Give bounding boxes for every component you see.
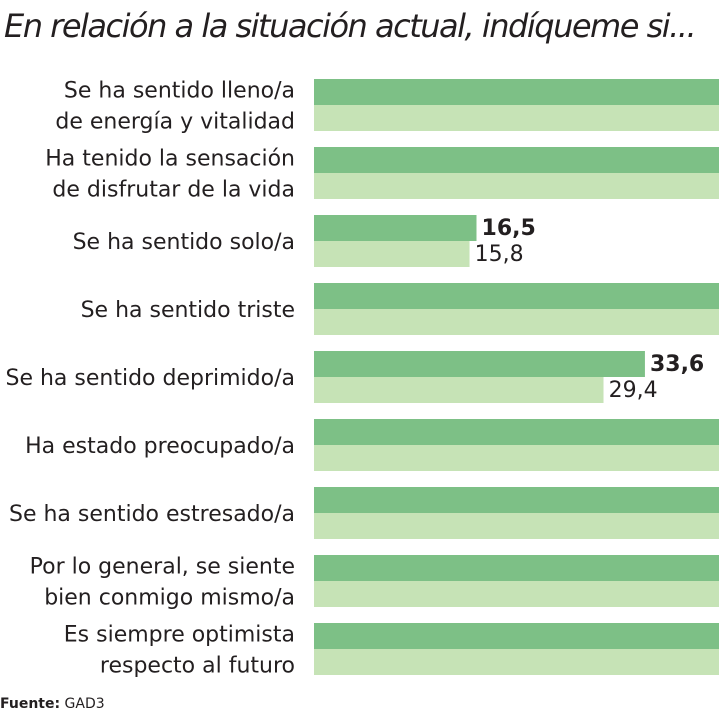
bar [314, 419, 719, 445]
bar [314, 241, 470, 267]
data-label: 15,8 [475, 242, 524, 267]
bar [314, 309, 719, 335]
category-label: Ha estado preocupado/a [25, 434, 295, 459]
bar [314, 513, 719, 539]
bar [314, 555, 719, 581]
category-row: Ha tenido la sensación de disfrutar de la… [45, 147, 719, 203]
category-label: Es siempre optimista [64, 623, 295, 648]
category-label: Se ha sentido estresado/a [9, 502, 295, 527]
bar [314, 215, 477, 241]
bar [314, 623, 719, 649]
category-row: Se ha sentido solo/a 16,515,8 [73, 215, 536, 267]
data-label: 33,6 [650, 352, 704, 377]
category-label: Por lo general, se siente [30, 555, 295, 580]
bar [314, 105, 719, 131]
bar [314, 445, 719, 471]
category-label: Se ha sentido lleno/a [64, 79, 295, 104]
data-label: 29,4 [609, 378, 658, 403]
bar-end-separator [604, 377, 607, 403]
bar-end-separator [470, 241, 473, 267]
category-label: Se ha sentido deprimido/a [6, 366, 296, 391]
category-label: Se ha sentido triste [81, 298, 295, 323]
category-label: de energía y vitalidad [55, 110, 295, 135]
bar [314, 377, 604, 403]
bar [314, 351, 645, 377]
bar [314, 79, 719, 105]
bar [314, 487, 719, 513]
bar [314, 649, 719, 675]
category-row: Se ha sentido deprimido/a 33,629,4 [6, 351, 705, 403]
category-row: Es siempre optimista respecto al futuro [64, 623, 719, 679]
category-row: Se ha sentido triste [81, 283, 719, 335]
category-row: Ha estado preocupado/a [25, 419, 719, 471]
bar-end-separator [477, 215, 480, 241]
category-row: Se ha sentido estresado/a [9, 487, 719, 539]
bar [314, 581, 719, 607]
category-row: Se ha sentido lleno/a de energía y vitali… [55, 79, 719, 135]
source-text: GAD3 [65, 696, 105, 712]
bar-end-separator [645, 351, 648, 377]
category-label: de disfrutar de la vida [52, 178, 295, 203]
bar-chart: Se ha sentido lleno/a de energía y vitali… [0, 0, 719, 690]
category-label: Ha tenido la sensación [45, 147, 295, 172]
bar [314, 173, 719, 199]
source-label: Fuente: [0, 696, 60, 712]
category-label: bien conmigo mismo/a [44, 586, 295, 611]
data-label: 16,5 [482, 216, 536, 241]
category-label: respecto al futuro [100, 654, 295, 679]
bar [314, 283, 719, 309]
source-note: Fuente: GAD3 [0, 695, 105, 713]
category-label: Se ha sentido solo/a [73, 230, 295, 255]
bar [314, 147, 719, 173]
category-row: Por lo general, se siente bien conmigo mi… [30, 555, 719, 611]
